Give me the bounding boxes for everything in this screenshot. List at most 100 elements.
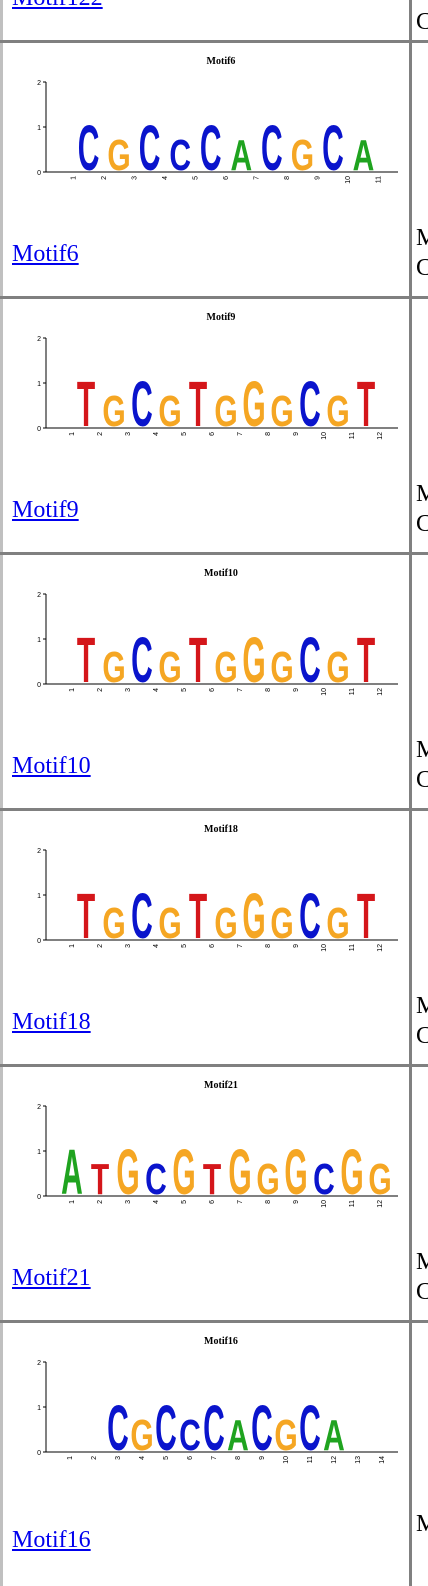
position-label: 9 xyxy=(259,1456,266,1460)
position-label: 3 xyxy=(131,176,138,180)
logo-svg: Motif18012bits123456789101112TGCGTGGGCGT xyxy=(37,824,398,952)
logo-letter: G xyxy=(270,386,293,435)
sequence-logo: Motif16012bits1234567891011121314CGCCCAC… xyxy=(36,1332,402,1482)
position-label: 9 xyxy=(293,944,300,948)
logo-letter: G xyxy=(158,386,181,435)
position-label: 3 xyxy=(125,1200,132,1204)
row-divider xyxy=(0,808,428,811)
position-label: 1 xyxy=(69,1200,76,1204)
logo-letter: T xyxy=(77,880,95,952)
axis-tick-label: 1 xyxy=(37,381,41,388)
logo-svg: Motif6012bits1234567891011CGCCCACGCA xyxy=(37,56,398,184)
logo-letter: G xyxy=(130,1410,153,1459)
position-label: 5 xyxy=(181,432,188,436)
position-label: 10 xyxy=(345,176,352,184)
logo-letter: G xyxy=(107,130,130,179)
motif-link-motif9[interactable]: Motif9 xyxy=(12,497,79,523)
logo-letter: C xyxy=(179,1410,201,1459)
logo-letter: G xyxy=(214,642,237,691)
logo-letter: A xyxy=(230,130,252,179)
motif-link-motif10[interactable]: Motif10 xyxy=(12,753,91,779)
logo-letter: G xyxy=(242,368,265,440)
position-label: 4 xyxy=(153,944,160,948)
position-label: 12 xyxy=(377,944,384,952)
sequence-logo: Motif18012bits123456789101112TGCGTGGGCGT xyxy=(36,820,402,970)
position-label: 3 xyxy=(115,1456,122,1460)
logo-letter: G xyxy=(242,624,265,696)
logo-letter: G xyxy=(214,386,237,435)
axis-tick-label: 2 xyxy=(37,80,41,87)
position-label: 6 xyxy=(187,1456,194,1460)
axis-tick-label: 0 xyxy=(37,426,41,433)
position-label: 11 xyxy=(376,176,383,183)
logo-letter: G xyxy=(340,1136,363,1208)
logo-letter: C xyxy=(145,1154,167,1203)
logo-title: Motif16 xyxy=(204,1336,238,1347)
logo-title: Motif10 xyxy=(204,568,238,579)
logo-letter: G xyxy=(326,386,349,435)
logo-letter: G xyxy=(116,1136,139,1208)
position-label: 4 xyxy=(153,1200,160,1204)
logo-letter: C xyxy=(251,1392,273,1464)
sequence-logo: Motif21012bits123456789101112ATGCGTGGGCG… xyxy=(36,1076,402,1226)
position-label: 7 xyxy=(237,688,244,692)
position-label: 7 xyxy=(211,1456,218,1460)
logo-letter: T xyxy=(77,368,95,440)
logo-letter: G xyxy=(158,642,181,691)
logo-letter: T xyxy=(77,624,95,696)
position-label: 5 xyxy=(192,176,199,180)
position-label: 8 xyxy=(235,1456,242,1460)
side-fragment: C xyxy=(416,1279,428,1305)
logo-letter: T xyxy=(91,1154,109,1203)
side-fragment: M xyxy=(416,1511,428,1537)
logo-letter: G xyxy=(368,1154,391,1203)
logo-letter: C xyxy=(155,1392,177,1464)
position-label: 12 xyxy=(377,432,384,440)
axis-tick-label: 1 xyxy=(37,1149,41,1156)
sequence-logo: Motif6012bits1234567891011CGCCCACGCA xyxy=(36,52,402,202)
sequence-logo: Motif10012bits123456789101112TGCGTGGGCGT xyxy=(36,564,402,714)
motif-link-motif122[interactable]: Motif122 xyxy=(12,0,103,12)
position-label: 1 xyxy=(69,944,76,948)
logo-svg: Motif10012bits123456789101112TGCGTGGGCGT xyxy=(37,568,398,696)
position-label: 2 xyxy=(97,944,104,948)
position-label: 7 xyxy=(237,944,244,948)
side-fragment: M xyxy=(416,225,428,251)
logo-letter: C xyxy=(322,112,344,184)
position-label: 5 xyxy=(181,688,188,692)
logo-letter: G xyxy=(102,386,125,435)
position-label: 14 xyxy=(379,1456,386,1464)
position-label: 1 xyxy=(70,176,77,180)
logo-svg: Motif16012bits1234567891011121314CGCCCAC… xyxy=(37,1336,398,1464)
position-label: 7 xyxy=(237,1200,244,1204)
position-label: 12 xyxy=(377,688,384,696)
logo-letter: T xyxy=(357,624,375,696)
position-label: 12 xyxy=(377,1200,384,1208)
position-label: 11 xyxy=(349,1200,356,1207)
position-label: 8 xyxy=(284,176,291,180)
side-fragment: M xyxy=(416,481,428,507)
position-label: 5 xyxy=(181,1200,188,1204)
position-label: 1 xyxy=(69,688,76,692)
motif-link-motif6[interactable]: Motif6 xyxy=(12,241,79,267)
row-divider xyxy=(0,40,428,43)
logo-letter: G xyxy=(291,130,314,179)
motif-link-motif21[interactable]: Motif21 xyxy=(12,1265,91,1291)
side-fragment: C xyxy=(416,255,428,281)
row-divider xyxy=(0,1320,428,1323)
logo-letter: C xyxy=(107,1392,129,1464)
logo-letter: C xyxy=(131,624,153,696)
logo-letter: G xyxy=(228,1136,251,1208)
motif-link-motif16[interactable]: Motif16 xyxy=(12,1527,91,1553)
axis-tick-label: 2 xyxy=(37,336,41,343)
position-label: 4 xyxy=(162,176,169,180)
position-label: 8 xyxy=(265,944,272,948)
position-label: 11 xyxy=(349,944,356,951)
position-label: 3 xyxy=(125,432,132,436)
logo-letter: T xyxy=(189,624,207,696)
axis-tick-label: 1 xyxy=(37,125,41,132)
logo-letter: T xyxy=(203,1154,221,1203)
logo-letter: T xyxy=(357,880,375,952)
motif-link-motif18[interactable]: Motif18 xyxy=(12,1009,91,1035)
